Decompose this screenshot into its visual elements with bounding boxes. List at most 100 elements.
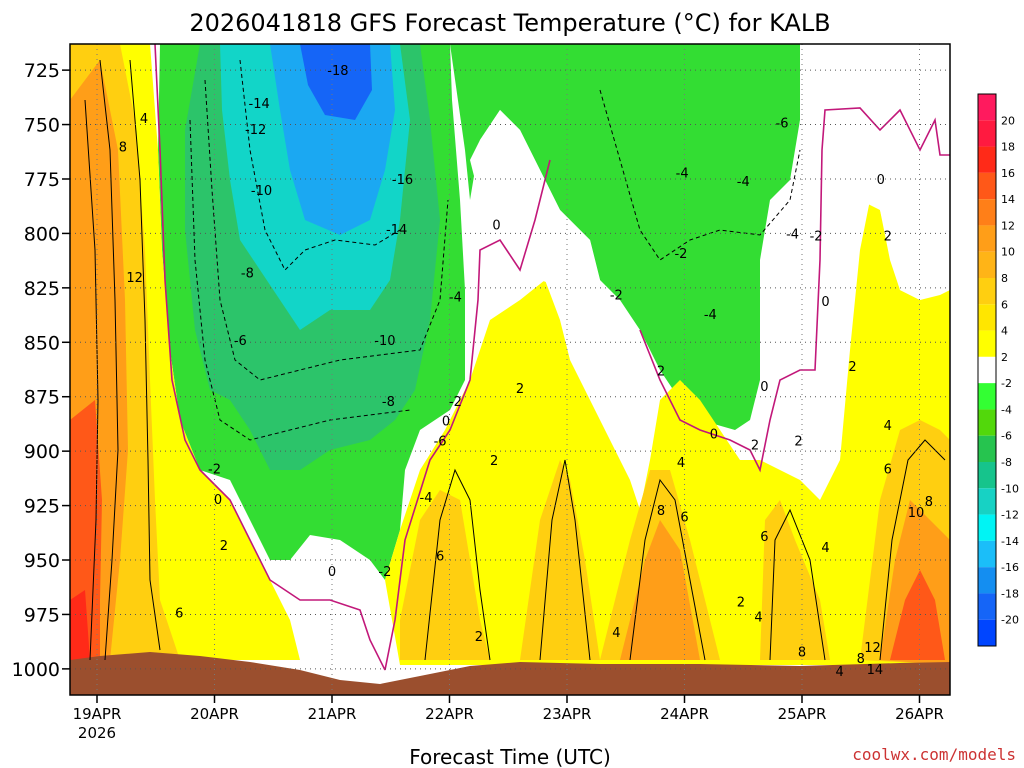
colorbar-swatch	[978, 593, 996, 620]
colorbar-label: -2	[1001, 377, 1012, 390]
contour-label: 2	[848, 360, 856, 375]
contour-label: -10	[374, 334, 395, 349]
colorbar-label: -18	[1001, 587, 1019, 600]
contour-label: -4	[786, 227, 799, 242]
colorbar-label: -10	[1001, 482, 1019, 495]
colorbar-swatch	[978, 120, 996, 147]
y-tick-label: 975	[24, 604, 60, 626]
contour-label: 8	[119, 140, 127, 155]
contour-line	[769, 508, 826, 661]
contour-label: 6	[436, 550, 444, 565]
colorbar-swatch	[978, 619, 996, 646]
contour-label: -2	[810, 230, 823, 245]
y-tick-label: 725	[24, 60, 60, 82]
contour-label: -2	[610, 288, 623, 303]
contour-line-dashed	[204, 79, 449, 381]
colorbar-swatch	[978, 488, 996, 515]
colorbar-label: 20	[1001, 114, 1015, 127]
y-tick-label: 950	[24, 550, 60, 572]
contour-label: 10	[908, 506, 925, 521]
contour-label: 8	[798, 645, 806, 660]
contour-label: 8	[925, 495, 933, 510]
cold-region-2	[450, 44, 800, 430]
colorbar-frame	[977, 93, 997, 647]
contour-line	[84, 99, 99, 661]
contour-label: 0	[821, 295, 829, 310]
contour-label: -2	[674, 247, 687, 262]
colorbar-swatch	[978, 462, 996, 489]
y-tick-label: 900	[24, 441, 60, 463]
contour-label: 8	[657, 504, 665, 519]
x-tick-label: 23APR	[543, 705, 592, 723]
contour-line	[879, 439, 946, 661]
colorbar-label: 6	[1001, 298, 1008, 311]
contour-label: 6	[175, 606, 183, 621]
contour-label: 4	[677, 456, 685, 471]
white-gap-1	[790, 44, 950, 380]
colorbar: 20 18 16 14 12 10 8 6 4 2 -2 -4 -6 -8 -10 -12 -14 -16 -18 -…	[977, 93, 1019, 647]
colorbar-swatch	[978, 146, 996, 173]
x-tick-label: 19APR	[73, 705, 122, 723]
contour-label: 2	[737, 595, 745, 610]
x-axis-label: Forecast Time (UTC)	[409, 745, 611, 768]
colorbar-swatch	[978, 172, 996, 200]
contour-labels: 8412-18-14-12-10-8-6-16-14-10-8-6-4-2026…	[119, 64, 933, 680]
contour-label: -4	[737, 175, 750, 190]
contour-label: 2	[794, 434, 802, 449]
contour-label: 2	[884, 230, 892, 245]
contour-label: -14	[386, 223, 407, 238]
contour-label: 0	[442, 415, 450, 430]
colorbar-swatch	[978, 514, 996, 541]
contour-label: -2	[378, 565, 391, 580]
contour-line	[129, 59, 161, 651]
y-tick-label: 750	[24, 115, 60, 137]
colorbar-label: -14	[1001, 535, 1019, 548]
colorbar-swatch	[978, 383, 996, 410]
contour-label: 4	[821, 541, 829, 556]
warm-left-5	[70, 590, 90, 660]
contour-label: 6	[680, 510, 688, 525]
contour-label: -12	[245, 123, 266, 138]
colorbar-swatch	[978, 356, 996, 384]
contour-label: -8	[241, 267, 254, 282]
x-tick-sublabel: 2026	[78, 724, 116, 742]
contour-label: 12	[126, 271, 143, 286]
y-tick-label: 800	[24, 223, 60, 245]
contour-label: 0	[877, 173, 885, 188]
x-tick-label: 26APR	[895, 705, 944, 723]
contour-label: 12	[864, 641, 881, 656]
contour-line-dashed	[239, 59, 401, 271]
warm-right-3	[890, 570, 945, 660]
colorbar-swatch	[978, 330, 996, 357]
contour-label: -4	[449, 291, 462, 306]
contour-label: 2	[490, 454, 498, 469]
contour-label: -4	[420, 491, 433, 506]
y-tick-label: 850	[24, 332, 60, 354]
colorbar-label: 4	[1001, 325, 1008, 338]
colorbar-label: 2	[1001, 351, 1008, 364]
x-tick-label: 25APR	[778, 705, 827, 723]
colorbar-swatch	[978, 409, 996, 436]
contour-label: 4	[835, 665, 843, 680]
colorbar-swatch	[978, 278, 996, 305]
contour-label: -4	[704, 308, 717, 323]
colorbar-label: 12	[1001, 219, 1015, 232]
contour-label: 0	[214, 493, 222, 508]
plot-area: 8412-18-14-12-10-8-6-16-14-10-8-6-4-2026…	[70, 44, 950, 695]
contour-label: 4	[140, 112, 148, 127]
contour-label: 2	[657, 365, 665, 380]
colorbar-label: 14	[1001, 193, 1015, 206]
y-tick-label: 875	[24, 387, 60, 409]
contour-label: 8	[857, 652, 865, 667]
warm-mid-6	[760, 500, 830, 660]
contour-label: -4	[676, 166, 689, 181]
colorbar-label: -20	[1001, 614, 1019, 627]
contour-label: -6	[776, 116, 789, 131]
colorbar-label: -4	[1001, 403, 1012, 416]
colorbar-swatch	[978, 567, 996, 594]
grid	[70, 44, 950, 695]
contour-label: 4	[612, 626, 620, 641]
y-axis: 725 750 775 800 825 850 875 900 925 950 975 1000	[12, 60, 70, 681]
contour-label: 6	[760, 530, 768, 545]
